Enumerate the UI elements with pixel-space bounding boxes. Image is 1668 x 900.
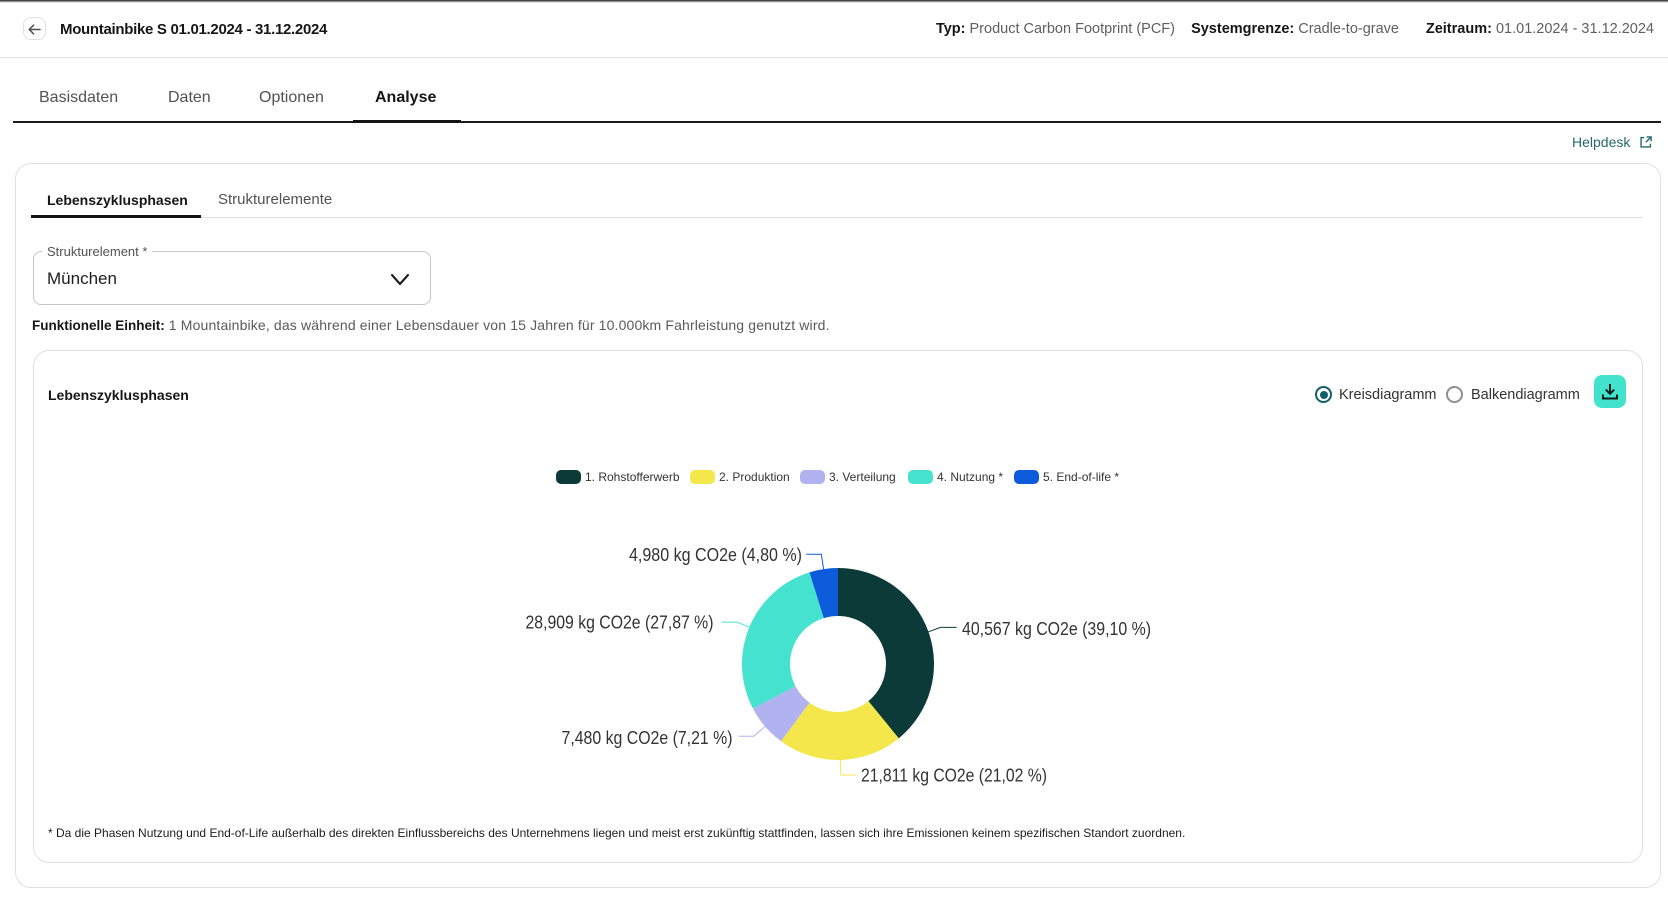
svg-text:7,480 kg CO2e (7,21 %): 7,480 kg CO2e (7,21 %): [562, 728, 733, 748]
svg-text:28,909 kg CO2e (27,87 %): 28,909 kg CO2e (27,87 %): [526, 613, 714, 633]
svg-text:21,811 kg CO2e (21,02 %): 21,811 kg CO2e (21,02 %): [861, 765, 1047, 785]
svg-text:40,567 kg CO2e (39,10 %): 40,567 kg CO2e (39,10 %): [962, 619, 1151, 639]
svg-text:4,980 kg CO2e (4,80 %): 4,980 kg CO2e (4,80 %): [629, 545, 802, 565]
